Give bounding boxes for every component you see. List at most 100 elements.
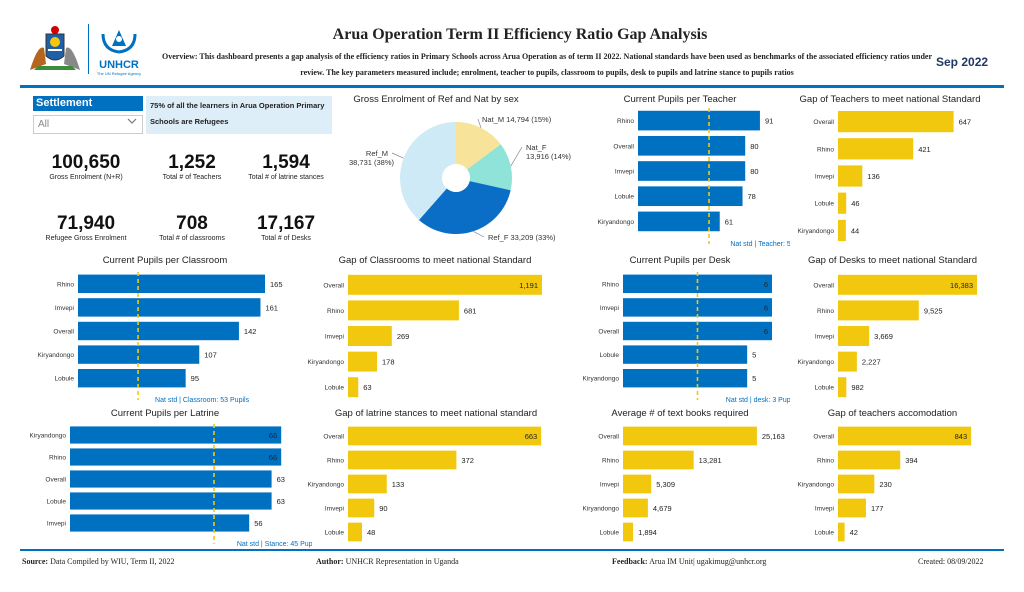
pie-slice-label: Ref_M [366,149,388,158]
bar[interactable] [623,345,748,364]
bar[interactable] [348,450,457,470]
bar[interactable] [838,522,845,542]
bar[interactable] [348,274,542,295]
bar[interactable] [78,321,239,341]
data-label: 6 [764,303,768,312]
bar[interactable] [838,474,875,494]
pie-slice[interactable] [467,144,512,191]
category-label: Imvepi [600,482,619,489]
data-label: 681 [464,306,477,315]
bar[interactable] [70,448,282,466]
text-books-chart: Overall 25,163 Rhino 13,281 Imvepi 5,309 Kirya… [583,426,785,542]
bar[interactable] [838,450,901,470]
chart-title: Current Pupils per Desk [629,255,731,266]
bar[interactable] [623,274,772,294]
bar[interactable] [623,498,648,518]
bar[interactable] [348,522,362,542]
category-label: Rhino [617,118,634,125]
bar[interactable] [638,110,760,131]
bar[interactable] [638,135,746,156]
footer-feedback-text[interactable]: Arua IM Unit| ugakimug@unhcr.org [649,557,767,566]
bar[interactable] [838,274,977,295]
footer-author-label: Author: [316,557,344,566]
kpi-label: Total # of classrooms [159,235,225,242]
category-label: Lobule [814,385,834,392]
bar[interactable] [348,377,359,398]
bar[interactable] [638,186,743,207]
bar[interactable] [348,474,387,494]
data-label: 78 [748,192,756,201]
gap-desks-chart: Overall 16,383 Rhino 9,525 Imvepi 3,669 Kiryan… [798,274,977,398]
data-label: 165 [270,280,283,289]
gap-latrine-chart: Overall 663 Rhino 372 Kiryandongo 133 Imvepi 90… [308,426,542,542]
bar[interactable] [78,274,265,294]
category-label: Kiryandongo [598,219,635,226]
data-label: 66 [269,453,277,462]
bar[interactable] [623,426,757,446]
bar[interactable] [838,110,954,133]
bar[interactable] [838,498,866,518]
bar[interactable] [623,474,652,494]
uganda-coat-of-arms-logo [24,24,86,74]
bar[interactable] [78,298,261,317]
bar[interactable] [623,450,694,470]
footer-author: Author: UNHCR Representation in Uganda [316,557,459,566]
bar[interactable] [623,368,748,388]
kpi-label: Total # of Desks [261,235,311,242]
bar[interactable] [70,426,282,444]
data-label: 44 [851,226,859,235]
gap-teachers-chart: Overall 647 Rhino 421 Imvepi 136 Lobule 46 Kirya… [798,110,971,242]
national-standard-label: Nat std | Classroom: 53 Pupils [155,397,250,404]
bar[interactable] [838,219,846,242]
bar[interactable] [78,345,200,364]
pie-slice[interactable] [456,122,501,170]
data-label: 16,383 [950,281,973,290]
gap-accommodation-chart: Overall 843 Rhino 394 Kiryandongo 230 Imvepi 17… [798,426,972,542]
data-label: 3,669 [874,332,893,341]
bar[interactable] [70,514,250,532]
kpi-value: 1,594 [262,152,310,173]
bar[interactable] [838,377,847,398]
settlement-label-text: Settlement [36,97,93,109]
bar[interactable] [638,211,720,232]
bar[interactable] [70,470,272,488]
kpi-label: Refugee Gross Enrolment [45,235,127,242]
kpi-value: 17,167 [256,213,316,234]
bar[interactable] [70,492,272,510]
pie-slice[interactable] [418,181,511,235]
bar[interactable] [838,138,914,160]
bar[interactable] [838,326,870,346]
bar[interactable] [348,300,459,321]
pie-slice[interactable] [400,122,456,220]
pupils-per-latrine-chart: Kiryandongo 66 Rhino 66 Overall 63 Lobule 63 Imv… [30,424,312,548]
bar[interactable] [623,522,634,542]
bar[interactable] [838,300,919,321]
settlement-dropdown[interactable]: All [33,115,143,134]
settlement-slicer[interactable]: Settlement All [33,96,143,136]
category-label: Rhino [602,281,619,288]
footer-divider [20,549,1004,551]
bar[interactable] [348,351,377,372]
bar[interactable] [838,426,972,446]
category-label: Overall [598,329,619,336]
kpi-label: Total # of latrine stances [248,174,324,181]
chart-title: Current Pupils per Teacher [623,94,737,105]
bar[interactable] [838,192,847,214]
bar[interactable] [348,326,392,346]
bar[interactable] [78,368,186,388]
bar[interactable] [838,351,857,372]
data-label: 142 [244,327,257,336]
data-label: 6 [764,280,768,289]
data-label: 63 [277,497,285,506]
category-label: Lobule [814,530,834,537]
bar[interactable] [638,161,746,181]
bar[interactable] [348,498,375,518]
category-label: Kiryandongo [30,433,67,440]
bar[interactable] [348,426,542,446]
data-label: 5 [752,374,756,383]
bar[interactable] [838,165,863,187]
category-label: Overall [598,434,619,441]
data-label: 42 [850,528,858,537]
category-label: Imvepi [600,305,619,312]
data-label: 133 [392,480,405,489]
